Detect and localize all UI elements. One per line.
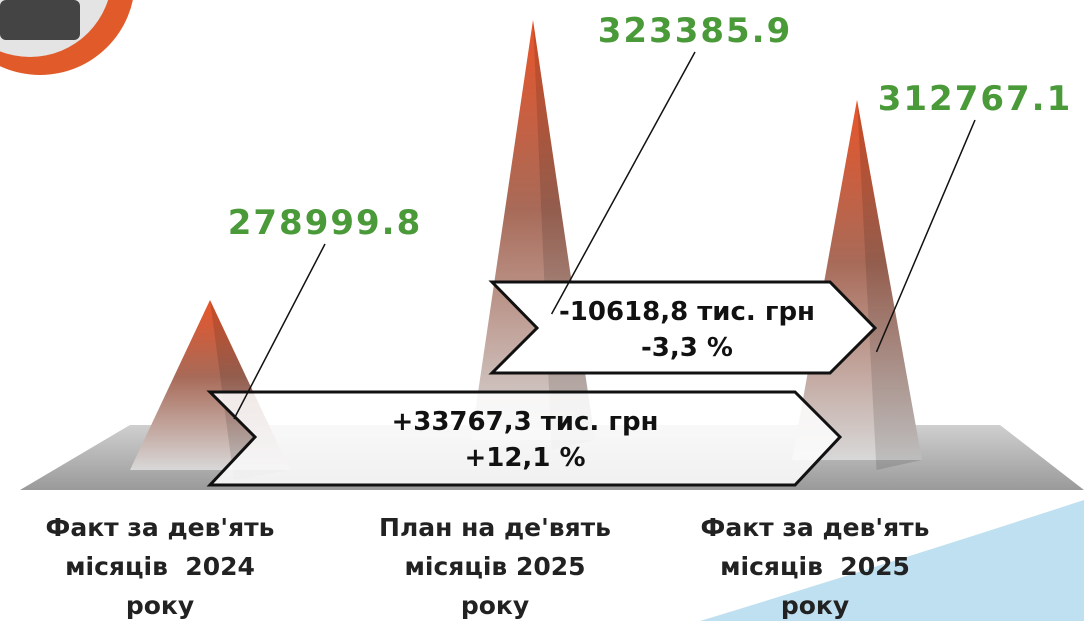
annotation: +12,1 % bbox=[464, 443, 585, 473]
annotation: -10618,8 тис. грн bbox=[559, 297, 815, 327]
leader-line bbox=[233, 243, 326, 420]
leader-line bbox=[550, 51, 696, 315]
annotation: +33767,3 тис. грн bbox=[391, 407, 658, 437]
arrow bbox=[206, 390, 843, 487]
category-label: Факт за дев'ять місяців 2024 року bbox=[45, 513, 275, 620]
logo-icon bbox=[0, 0, 80, 40]
leader-line bbox=[875, 119, 976, 353]
swoosh bbox=[700, 500, 1084, 621]
value-label: 312767.1 bbox=[878, 79, 1073, 119]
arrow bbox=[488, 280, 878, 375]
category-label: План на де'вять місяців 2025 року bbox=[379, 513, 611, 620]
value-label: 323385.9 bbox=[598, 11, 793, 51]
value-label: 278999.8 bbox=[228, 203, 423, 243]
category-label: Факт за дев'ять місяців 2025 року bbox=[700, 513, 930, 620]
annotation: -3,3 % bbox=[641, 333, 733, 363]
pyramid-shade bbox=[857, 99, 922, 470]
